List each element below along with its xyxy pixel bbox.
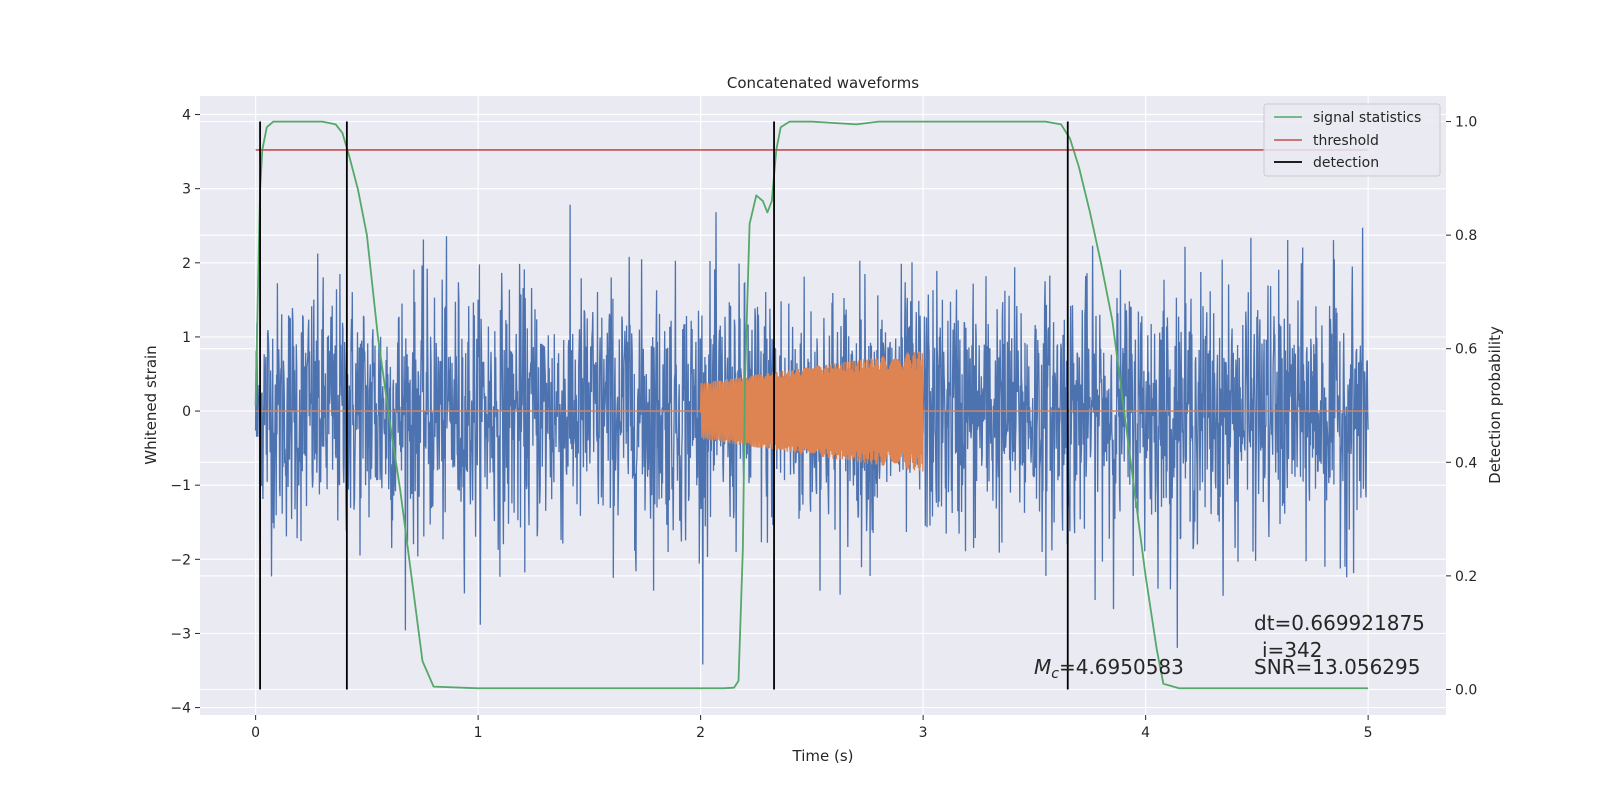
x-tick-label: 1: [474, 725, 483, 741]
annotation-snr: SNR=13.056295: [1254, 655, 1420, 679]
annotation-mc-subscript: c: [1051, 666, 1059, 682]
legend-label-threshold: threshold: [1313, 133, 1379, 149]
x-tick-label: 0: [251, 725, 260, 741]
legend-label-detection: detection: [1313, 155, 1379, 171]
y-right-tick-label: 1.0: [1455, 115, 1477, 131]
x-axis-label: Time (s): [792, 747, 854, 765]
detection-series: [259, 121, 1069, 690]
y-axis-label-right: Detection probability: [1486, 326, 1504, 484]
y-left-tick-label: 0: [182, 404, 191, 420]
y-left-tick-label: −1: [170, 478, 191, 494]
legend: signal statistics threshold detection: [1263, 103, 1441, 177]
template-series: [255, 351, 1369, 472]
signal-statistics-series: [254, 120, 1369, 690]
y-left-tick-label: −4: [170, 701, 191, 717]
annotation-mc: Mc=4.6950583: [1034, 655, 1184, 682]
signal-statistics-line: [254, 120, 1369, 690]
y-right-tick-label: 0.6: [1455, 342, 1477, 358]
legend-box: [1263, 103, 1441, 177]
annotation-dt: dt=0.669921875: [1254, 611, 1425, 635]
x-tick-label: 2: [696, 725, 705, 741]
y-right-tick-label: 0.8: [1455, 228, 1477, 244]
axis-ticks: 0 1 2 3 4 5 −4 −3 −2 −1 0 1 2 3 4 0.0 0.2 0.4 0.6 0.8 1.0: [170, 108, 1477, 741]
y-left-tick-label: 2: [182, 256, 191, 272]
y-right-tick-label: 0.2: [1455, 569, 1477, 585]
y-left-tick-label: 3: [182, 182, 191, 198]
annotation-mc-value: =4.6950583: [1059, 655, 1184, 679]
y-left-tick-label: 1: [182, 330, 191, 346]
legend-label-signal-statistics: signal statistics: [1313, 110, 1421, 126]
y-left-tick-label: −2: [170, 552, 191, 568]
chart-title: Concatenated waveforms: [727, 74, 919, 92]
y-axis-label-left: Whitened strain: [142, 345, 160, 464]
y-left-tick-label: 4: [182, 108, 191, 124]
y-right-tick-label: 0.4: [1455, 455, 1477, 471]
x-tick-label: 4: [1141, 725, 1150, 741]
x-tick-label: 5: [1364, 725, 1373, 741]
x-tick-label: 3: [919, 725, 928, 741]
annotation-i: i=342: [1262, 638, 1323, 662]
template-line: [255, 351, 1369, 472]
y-left-tick-label: −3: [170, 626, 191, 642]
y-right-tick-label: 0.0: [1455, 682, 1477, 698]
annotation-mc-symbol: M: [1034, 655, 1051, 679]
